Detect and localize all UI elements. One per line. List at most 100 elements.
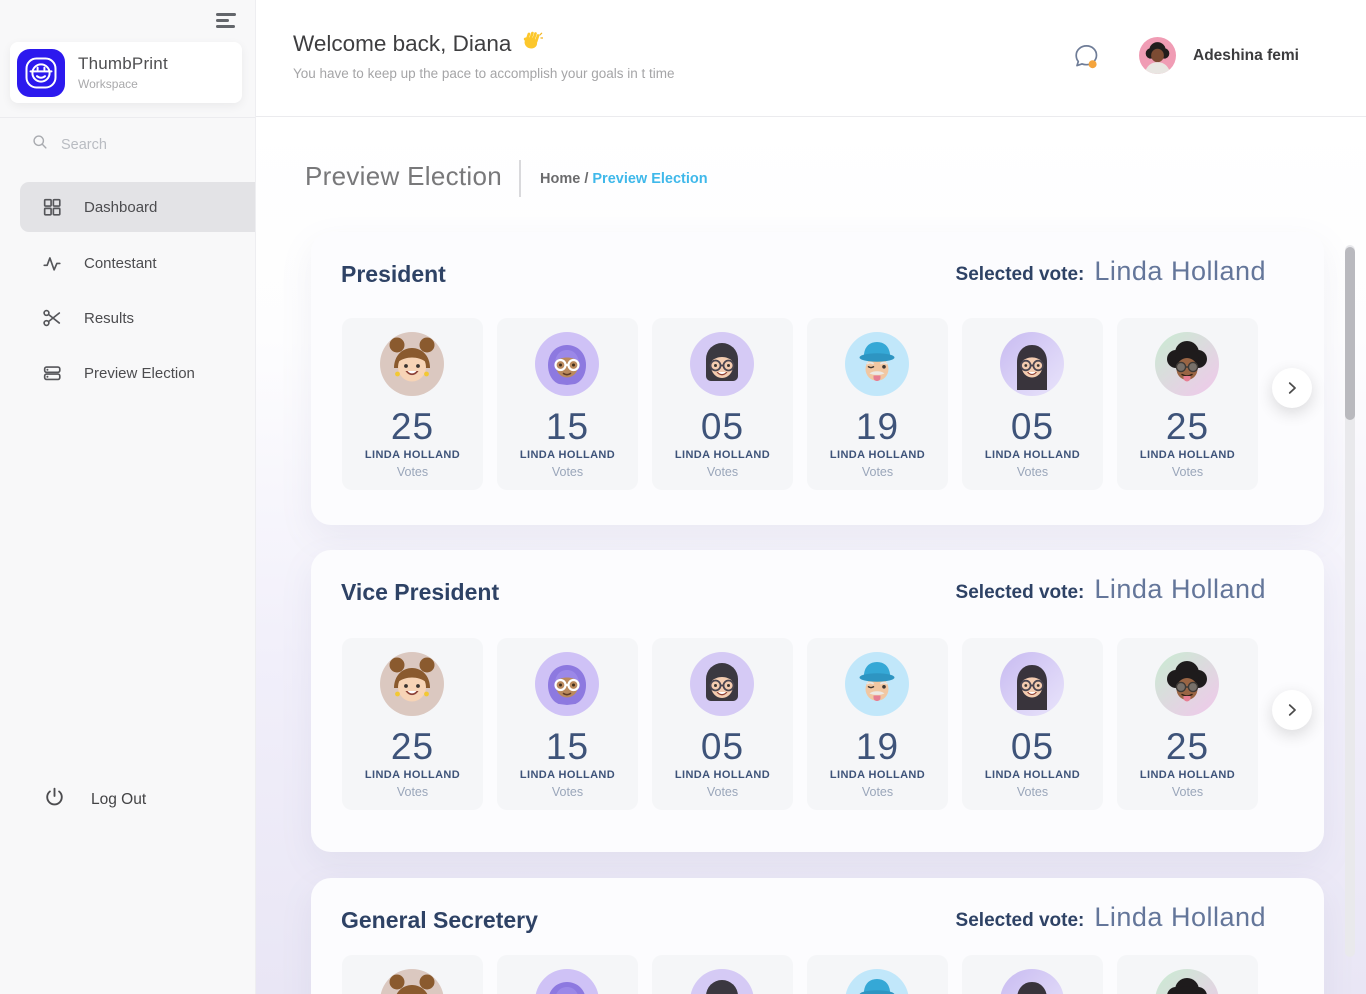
candidate-cards-row: 25 LINDA HOLLAND Votes 15 LINDA HOLLAND … (342, 318, 1258, 490)
breadcrumb-separator: / (584, 171, 589, 187)
girl-buns-avatar (380, 332, 444, 396)
sidebar-item-dashboard[interactable]: Dashboard (20, 182, 255, 232)
candidate-card[interactable]: 19 LINDA HOLLAND Votes (807, 638, 948, 810)
activity-icon (43, 257, 61, 271)
girl-buns-avatar (380, 969, 444, 994)
breadcrumb-current: Preview Election (592, 171, 708, 187)
selected-vote: Selected vote: Linda Holland (956, 574, 1266, 605)
title-divider (519, 160, 521, 197)
hijab-woman-avatar (535, 332, 599, 396)
candidate-card[interactable]: 15 LINDA HOLLAND Votes (497, 318, 638, 490)
search-icon (30, 132, 50, 157)
candidate-card[interactable]: 25 LINDA HOLLAND Votes (1117, 955, 1258, 994)
user-avatar (1139, 37, 1176, 74)
main-content: Preview Election Home / Preview Election… (256, 117, 1366, 994)
candidate-name: LINDA HOLLAND (674, 769, 771, 781)
selected-vote: Selected vote: Linda Holland (956, 902, 1266, 933)
rows-icon (43, 366, 61, 381)
selected-vote-value: Linda Holland (1094, 574, 1266, 604)
search-input[interactable] (61, 136, 211, 153)
scissors-icon (43, 309, 61, 327)
selected-vote-label: Selected vote: (955, 582, 1085, 603)
candidate-card[interactable]: 05 LINDA HOLLAND Votes (962, 318, 1103, 490)
scrollbar-thumb[interactable] (1345, 247, 1355, 420)
brand-name: ThumbPrint (78, 54, 168, 73)
votes-label: Votes (1016, 465, 1049, 479)
candidate-name: LINDA HOLLAND (364, 449, 461, 461)
candidate-card[interactable]: 15 LINDA HOLLAND Votes (497, 955, 638, 994)
candidate-name: LINDA HOLLAND (829, 449, 926, 461)
afro-sunglasses-avatar (1155, 332, 1219, 396)
candidate-card[interactable]: 05 LINDA HOLLAND Votes (652, 318, 793, 490)
breadcrumb-home[interactable]: Home (540, 171, 581, 187)
hat-man-avatar (845, 652, 909, 716)
candidate-avatar (1155, 652, 1219, 716)
candidate-avatar (845, 332, 909, 396)
welcome-heading: Welcome back, Diana (293, 29, 545, 58)
candidate-vote-count: 05 (1010, 726, 1055, 767)
candidate-card[interactable]: 25 LINDA HOLLAND Votes (342, 638, 483, 810)
selected-vote-label: Selected vote: (955, 910, 1085, 931)
chat-button[interactable] (1070, 41, 1102, 73)
candidate-avatar (1155, 332, 1219, 396)
candidate-card[interactable]: 15 LINDA HOLLAND Votes (497, 638, 638, 810)
logout-label: Log Out (91, 791, 147, 808)
welcome-subtitle: You have to keep up the pace to accompli… (293, 66, 675, 81)
next-candidates-button[interactable] (1272, 690, 1312, 730)
candidate-avatar (1155, 969, 1219, 994)
candidate-card[interactable]: 05 LINDA HOLLAND Votes (962, 955, 1103, 994)
page-title: Preview Election (305, 161, 502, 191)
candidate-cards-row: 25 LINDA HOLLAND Votes 15 LINDA HOLLAND … (342, 955, 1258, 994)
candidate-avatar (690, 652, 754, 716)
candidate-card[interactable]: 25 LINDA HOLLAND Votes (1117, 318, 1258, 490)
candidate-card[interactable]: 05 LINDA HOLLAND Votes (652, 638, 793, 810)
bob-glasses-woman-avatar (690, 969, 754, 994)
selected-vote-value: Linda Holland (1094, 256, 1266, 286)
bob-glasses-woman-avatar (690, 652, 754, 716)
candidate-name: LINDA HOLLAND (519, 449, 616, 461)
candidate-avatar (1000, 332, 1064, 396)
candidate-card[interactable]: 25 LINDA HOLLAND Votes (342, 318, 483, 490)
candidate-card[interactable]: 05 LINDA HOLLAND Votes (962, 638, 1103, 810)
candidate-vote-count: 25 (1165, 406, 1210, 447)
section-title: Vice President (341, 579, 500, 605)
candidate-avatar (845, 969, 909, 994)
candidate-card[interactable]: 19 LINDA HOLLAND Votes (807, 955, 948, 994)
candidate-card[interactable]: 25 LINDA HOLLAND Votes (1117, 638, 1258, 810)
power-icon (42, 785, 67, 815)
candidate-cards-row: 25 LINDA HOLLAND Votes 15 LINDA HOLLAND … (342, 638, 1258, 810)
sidebar-item-preview-election[interactable]: Preview Election (20, 348, 255, 398)
candidate-card[interactable]: 25 LINDA HOLLAND Votes (342, 955, 483, 994)
longhair-glasses-woman-avatar (1000, 969, 1064, 994)
candidate-name: LINDA HOLLAND (829, 769, 926, 781)
search-field[interactable] (30, 132, 211, 157)
scrollbar-track[interactable] (1345, 245, 1355, 957)
topbar: Welcome back, Diana You have to keep up … (256, 0, 1366, 117)
candidate-vote-count: 05 (700, 406, 745, 447)
thumbprint-logo-icon (17, 48, 65, 97)
sidebar-item-contestant[interactable]: Contestant (20, 238, 255, 288)
user-menu[interactable]: Adeshina femi (1139, 37, 1299, 74)
candidate-vote-count: 19 (855, 406, 900, 447)
votes-label: Votes (861, 465, 894, 479)
candidate-avatar (535, 652, 599, 716)
candidate-name: LINDA HOLLAND (1139, 449, 1236, 461)
sidebar-divider (0, 117, 255, 118)
logout-button[interactable]: Log Out (42, 785, 146, 815)
candidate-vote-count: 15 (545, 726, 590, 767)
hat-man-avatar (845, 332, 909, 396)
candidate-card[interactable]: 05 LINDA HOLLAND Votes (652, 955, 793, 994)
brand-card[interactable]: ThumbPrint Workspace (10, 42, 242, 103)
menu-icon[interactable] (216, 13, 237, 28)
chevron-right-icon (1288, 382, 1296, 394)
candidate-avatar (1000, 969, 1064, 994)
sidebar-item-results[interactable]: Results (20, 293, 255, 343)
user-name: Adeshina femi (1193, 46, 1299, 64)
candidate-card[interactable]: 19 LINDA HOLLAND Votes (807, 318, 948, 490)
candidate-vote-count: 19 (855, 726, 900, 767)
next-candidates-button[interactable] (1272, 368, 1312, 408)
candidate-avatar (690, 332, 754, 396)
candidate-name: LINDA HOLLAND (519, 769, 616, 781)
notification-dot (1088, 60, 1097, 69)
sidebar: ThumbPrint Workspace Log Out Dashboard (0, 0, 256, 994)
